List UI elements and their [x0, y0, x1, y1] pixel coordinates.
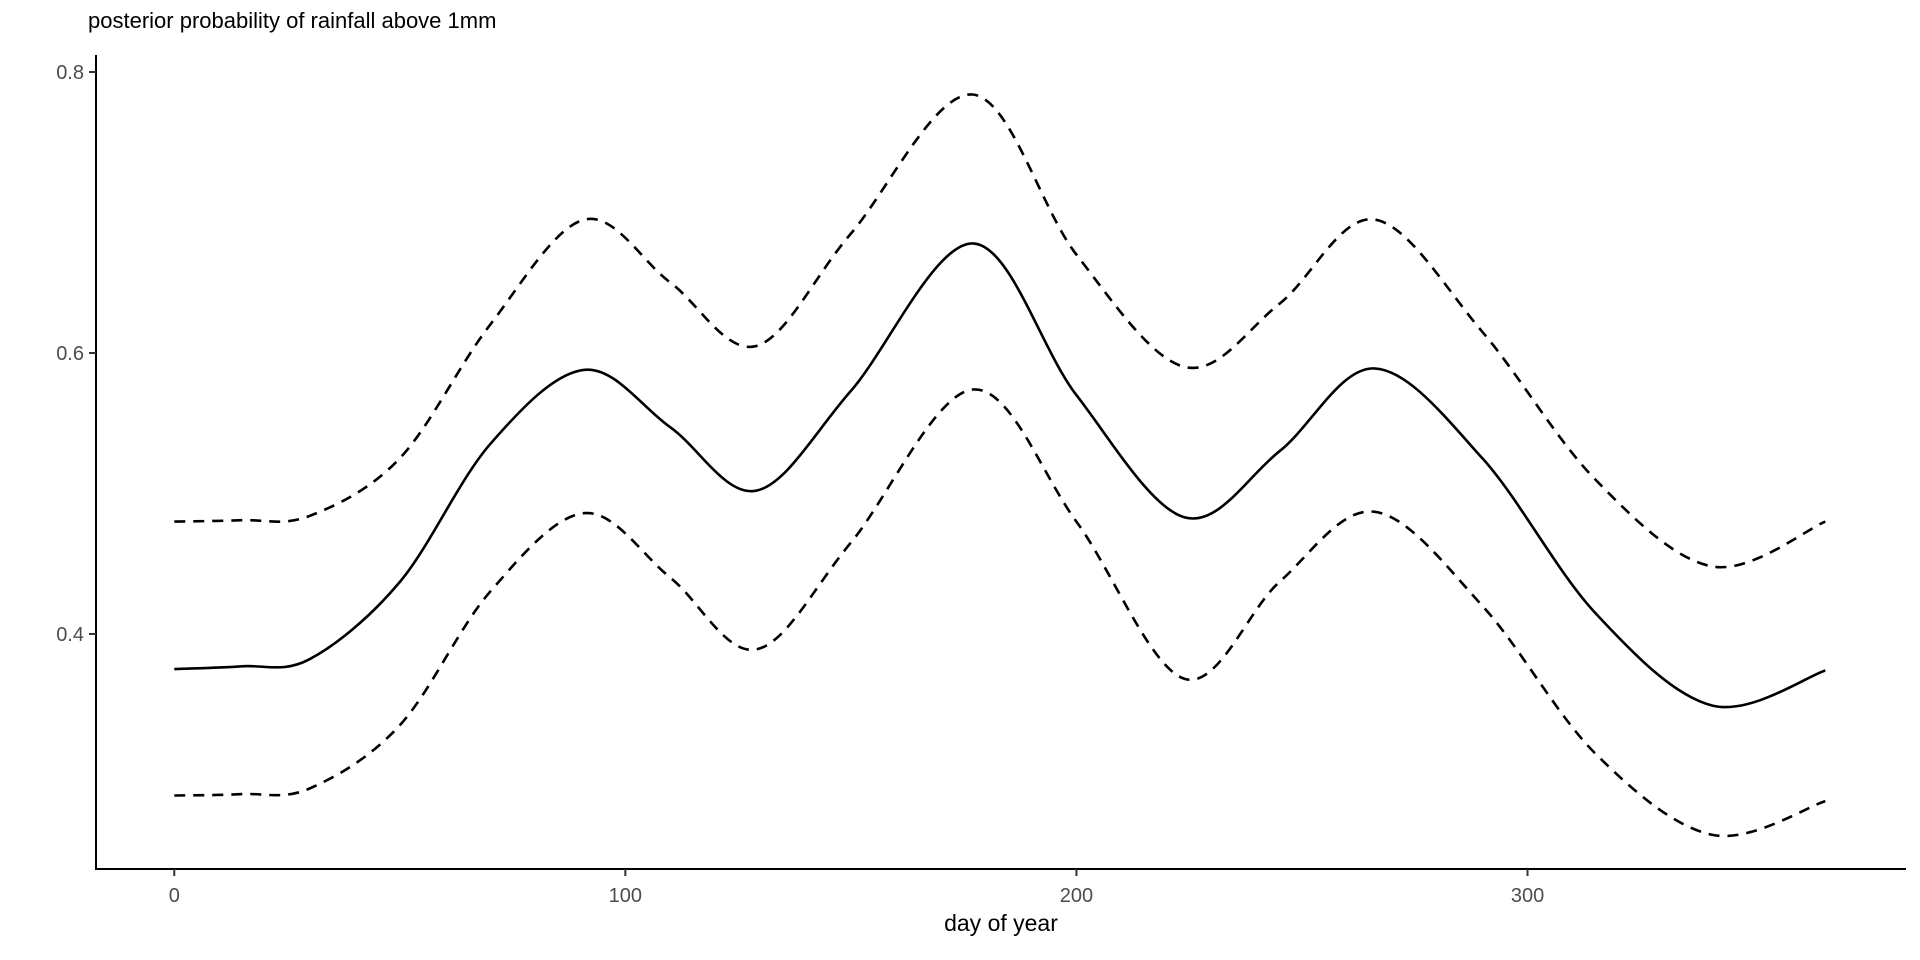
y-tick-label: 0.4: [56, 624, 84, 646]
x-tick-label: 200: [1060, 885, 1093, 907]
upper-credible-bound-curve: [174, 93, 1826, 569]
x-axis-label: day of year: [944, 910, 1058, 936]
y-tick-label: 0.6: [56, 343, 84, 365]
x-tick-label: 100: [609, 885, 642, 907]
posterior-mean-curve: [174, 242, 1826, 709]
x-tick-label: 300: [1511, 885, 1544, 907]
x-tick-label: 0: [169, 885, 180, 907]
chart-title: posterior probability of rainfall above …: [88, 8, 497, 33]
y-tick-label: 0.8: [56, 62, 84, 84]
lower-credible-bound-curve: [174, 388, 1826, 838]
